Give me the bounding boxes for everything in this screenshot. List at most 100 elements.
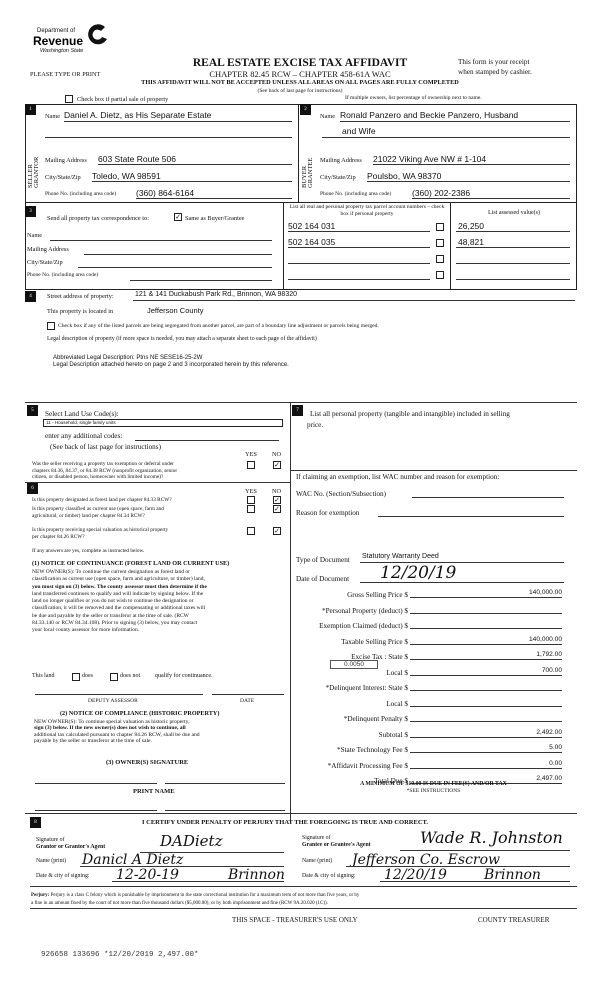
section-number: 5 <box>27 405 38 416</box>
deputy-assessor-signature[interactable] <box>35 694 203 695</box>
seller-phone-field[interactable]: (360) 864-6164 <box>136 188 195 198</box>
legal-description[interactable]: Abbreviated Legal Description: Ptns NE S… <box>53 355 203 361</box>
correspondence-name-field[interactable] <box>50 240 272 241</box>
label: This property is located in <box>47 308 114 315</box>
parcel-number[interactable] <box>288 263 430 264</box>
label: Phone No. (including area code) <box>45 191 117 197</box>
amount-value[interactable]: 2,492.00 <box>410 729 562 738</box>
current-use-question: Is this property classified as current u… <box>32 506 164 519</box>
grantor-signature[interactable]: DADietz <box>160 832 223 850</box>
buyer-city-field[interactable]: Poulsbo, WA 98370 <box>367 171 442 181</box>
seller-address-field[interactable]: 603 State Route 506 <box>98 154 176 164</box>
buyer-phone-field[interactable]: (360) 202-2386 <box>412 188 471 198</box>
form-subtitle: CHAPTER 82.45 RCW – CHAPTER 458-61A WAC <box>209 69 391 79</box>
document-type-field[interactable]: Statutory Warranty Deed <box>362 553 439 560</box>
current-use-no-checkbox[interactable]: ✓ <box>273 505 281 513</box>
amount-label: *Delinquent Penalty $ <box>343 715 408 723</box>
minimum-note: A MINIMUM OF $10.00 IS DUE IN FEE(S) AND… <box>360 781 507 787</box>
grantee-signature[interactable]: Wade R. Johnston <box>420 828 563 847</box>
exemption-question: Was the seller receiving a property tax … <box>32 461 178 481</box>
document-date-field[interactable]: 12/20/19 <box>380 563 457 583</box>
assessed-value[interactable]: 26,250 <box>458 221 484 231</box>
parcel-number[interactable] <box>288 279 430 280</box>
assessed-value[interactable] <box>456 279 570 280</box>
label: Date & city of signing: <box>302 873 356 879</box>
personal-property-checkbox[interactable] <box>436 271 444 279</box>
print-name-field[interactable] <box>35 810 157 811</box>
personal-property-checkbox[interactable] <box>436 239 444 247</box>
amount-value[interactable]: 140,000.00 <box>410 589 562 598</box>
print-name-label: PRINT NAME <box>133 788 175 795</box>
label: Select Land Use Code(s): <box>45 410 119 418</box>
exemption-reason-field[interactable] <box>378 516 564 517</box>
current-use-yes-checkbox[interactable] <box>247 505 255 513</box>
amount-value[interactable]: 1,792.00 <box>410 651 562 660</box>
assessed-value[interactable] <box>456 263 570 264</box>
label: Mailing Address <box>320 157 362 164</box>
grantee-name-field[interactable]: Jefferson Co. Escrow <box>352 852 501 868</box>
buyer-name-field[interactable]: Ronald Panzero and Beckie Panzero, Husba… <box>340 110 519 120</box>
property-address-field[interactable]: 121 & 141 Duckabush Park Rd., Brinnon, W… <box>135 291 298 298</box>
label: Phone No. (including area code) <box>320 191 392 197</box>
owner-signature-field[interactable] <box>35 783 157 784</box>
label: Signature of <box>302 835 331 841</box>
grantee-city-field[interactable]: Brinnon <box>484 867 541 883</box>
grantor-date-field[interactable]: 12-20-19 <box>116 867 179 883</box>
additional-codes-field[interactable] <box>135 440 279 441</box>
owner-signature-field[interactable] <box>165 783 285 784</box>
assessor-date[interactable] <box>212 694 284 695</box>
county-field[interactable]: Jefferson County <box>147 306 204 315</box>
section-number: 4 <box>25 291 36 302</box>
correspondence-phone-field[interactable] <box>130 280 272 281</box>
same-as-buyer-checkbox[interactable]: ✓ <box>174 213 182 221</box>
parcel-number[interactable]: 502 164 035 <box>288 237 336 247</box>
partial-sale-checkbox[interactable] <box>65 95 73 103</box>
land-use-code-select[interactable]: 11 - Household, single family units <box>43 419 283 427</box>
historical-no-checkbox[interactable]: ✓ <box>273 527 281 535</box>
does-qualify-checkbox[interactable] <box>72 673 80 681</box>
amount-value[interactable] <box>410 605 562 614</box>
legal-description[interactable]: Legal Description attached hereto on pag… <box>53 362 289 368</box>
seller-city-field[interactable]: Toledo, WA 98591 <box>92 171 161 181</box>
grantor-name-field[interactable]: Danicl A Dietz <box>82 852 184 868</box>
buyer-name-field[interactable]: and Wife <box>342 126 376 136</box>
forest-yes-checkbox[interactable] <box>247 496 255 504</box>
does-not-qualify-checkbox[interactable] <box>110 673 118 681</box>
correspondence-address-field[interactable] <box>84 254 272 255</box>
parcel-header: List all real and personal property tax … <box>289 204 445 217</box>
personal-property-checkbox[interactable] <box>436 223 444 231</box>
grantee-date-field[interactable]: 12/20/19 <box>384 867 447 883</box>
amount-value[interactable] <box>410 620 562 629</box>
amount-value[interactable]: 700.00 <box>410 667 562 676</box>
amount-value[interactable]: 5.00 <box>410 744 562 753</box>
label: WAC No. (Section/Subsection) <box>296 490 387 498</box>
amount-value[interactable] <box>410 682 562 691</box>
correspondence-city-field[interactable] <box>78 267 272 268</box>
amount-value[interactable]: 0.00 <box>410 760 562 769</box>
amount-label: *Delinquent Interest: State $ <box>325 684 408 692</box>
q1-no-checkbox[interactable]: ✓ <box>273 461 281 469</box>
local-rate-field[interactable]: 0.0050 <box>330 660 378 669</box>
grantor-city-field[interactable]: Brinnon <box>228 867 285 883</box>
amount-value[interactable] <box>410 713 562 722</box>
amount-value[interactable]: 140,000.00 <box>410 636 562 645</box>
please-type: PLEASE TYPE OR PRINT <box>30 71 101 78</box>
parcel-number[interactable]: 502 164 031 <box>288 221 336 231</box>
label: NO <box>272 488 282 495</box>
forest-no-checkbox[interactable]: ✓ <box>273 496 281 504</box>
amount-value[interactable]: 2,497.00 <box>410 775 562 784</box>
warning-text: THIS AFFIDAVIT WILL NOT BE ACCEPTED UNLE… <box>141 79 459 86</box>
historical-yes-checkbox[interactable] <box>247 527 255 535</box>
segregated-checkbox[interactable] <box>47 322 55 330</box>
label: YES <box>245 488 257 495</box>
label: Grantor or Grantor's Agent <box>36 844 106 850</box>
wac-number-field[interactable] <box>412 497 564 498</box>
buyer-address-field[interactable]: 21022 Viking Ave NW # 1-104 <box>373 154 487 164</box>
seller-name-field[interactable]: Daniel A. Dietz, as His Separate Estate <box>64 110 212 120</box>
print-name-field[interactable] <box>165 810 285 811</box>
assessed-value[interactable]: 48,821 <box>458 237 484 247</box>
q1-yes-checkbox[interactable] <box>247 461 255 469</box>
personal-property-checkbox[interactable] <box>436 255 444 263</box>
amount-value[interactable] <box>410 698 562 707</box>
label: qualify for continuance. <box>155 673 213 679</box>
